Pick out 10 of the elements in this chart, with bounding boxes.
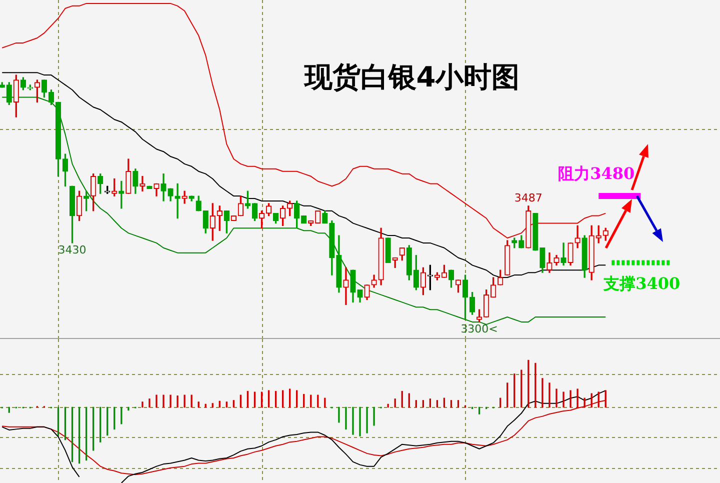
annotation: 3300<: [460, 322, 498, 336]
candlestick: [560, 242, 566, 266]
chart-title: 现货白银4小时图: [303, 60, 520, 94]
candlestick: [343, 267, 349, 305]
annotation: 3487: [514, 191, 542, 204]
candlestick: [174, 183, 180, 219]
candlestick: [140, 176, 146, 192]
ref-line-label: 阻力3480: [558, 164, 635, 184]
ref-line-label: 支撑3400: [602, 274, 680, 293]
annotation: 3430: [58, 243, 86, 256]
